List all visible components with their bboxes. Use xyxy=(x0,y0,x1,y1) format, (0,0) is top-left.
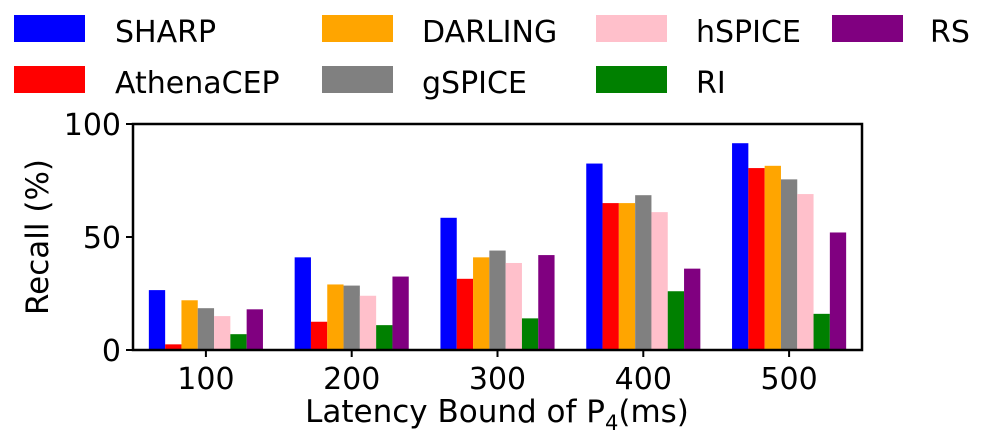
bar-sharp-300 xyxy=(440,217,457,350)
bar-rs-200 xyxy=(392,276,409,350)
x-axis-title-unit: (ms) xyxy=(618,394,689,430)
bar-athenacep-200 xyxy=(310,321,328,350)
bar-athenacep-100 xyxy=(165,344,182,350)
legend-swatch-darling xyxy=(322,15,393,42)
bar-gspice-400 xyxy=(635,195,652,350)
bar-hspice-500 xyxy=(797,194,814,350)
bar-hspice-400 xyxy=(651,212,668,350)
legend-swatch-hspice xyxy=(596,15,667,42)
x-axis-title-subscript: 4 xyxy=(605,411,618,430)
x-axis: 100 200 300 400 500 xyxy=(177,350,818,397)
legend-swatch-rs xyxy=(832,15,903,42)
x-tick-label: 400 xyxy=(615,362,672,397)
bar-hspice-300 xyxy=(505,262,522,350)
bar-rs-100 xyxy=(246,309,263,350)
bar-hspice-100 xyxy=(214,316,231,350)
bar-rs-400 xyxy=(684,268,701,350)
bar-ri-300 xyxy=(521,318,539,350)
x-axis-title-main: Latency Bound of P xyxy=(305,394,605,430)
legend-swatch-ri xyxy=(596,66,667,93)
legend-swatch-athenacep xyxy=(14,66,85,93)
legend-swatch-sharp xyxy=(14,15,85,42)
x-tick-label: 200 xyxy=(323,362,380,397)
bar-athenacep-500 xyxy=(748,168,765,350)
bar-darling-500 xyxy=(764,165,781,350)
bar-darling-100 xyxy=(181,300,198,350)
y-tick-label: 100 xyxy=(64,108,121,143)
x-tick-label: 300 xyxy=(469,362,526,397)
legend-label-darling: DARLING xyxy=(422,15,557,50)
plot-area xyxy=(148,143,847,350)
y-tick-label: 0 xyxy=(102,334,121,369)
bar-gspice-100 xyxy=(197,308,215,350)
bar-ri-400 xyxy=(667,291,685,350)
x-tick-label: 500 xyxy=(760,362,817,397)
bar-rs-300 xyxy=(538,255,555,350)
x-axis-title: Latency Bound of P4(ms) xyxy=(305,394,689,430)
bar-ri-200 xyxy=(376,325,393,350)
bar-rs-500 xyxy=(829,232,847,350)
bar-hspice-200 xyxy=(359,295,377,350)
bar-darling-400 xyxy=(618,203,636,350)
legend-label-rs: RS xyxy=(930,15,970,50)
bar-athenacep-300 xyxy=(456,278,474,350)
bar-gspice-300 xyxy=(489,250,506,350)
bar-gspice-200 xyxy=(343,285,360,350)
y-axis-title: Recall (%) xyxy=(20,159,56,315)
bar-darling-200 xyxy=(327,284,344,350)
bar-sharp-400 xyxy=(586,163,603,350)
bar-athenacep-400 xyxy=(602,203,619,350)
legend-label-sharp: SHARP xyxy=(115,15,216,50)
bar-ri-500 xyxy=(813,313,830,350)
bar-sharp-200 xyxy=(294,257,311,350)
y-axis: 0 50 100 xyxy=(64,108,133,369)
legend: SHARP AthenaCEP DARLING gSPICE hSPICE RI RS xyxy=(14,15,970,101)
bar-gspice-500 xyxy=(780,179,798,350)
bar-sharp-100 xyxy=(148,290,166,350)
legend-swatch-gspice xyxy=(322,66,393,93)
bar-sharp-500 xyxy=(732,143,749,350)
bar-ri-100 xyxy=(230,334,247,350)
legend-label-gspice: gSPICE xyxy=(422,66,527,101)
y-tick-label: 50 xyxy=(83,221,121,256)
legend-label-athenacep: AthenaCEP xyxy=(115,66,280,101)
x-tick-label: 100 xyxy=(177,362,234,397)
legend-label-hspice: hSPICE xyxy=(696,15,801,50)
bar-darling-300 xyxy=(473,257,490,350)
legend-label-ri: RI xyxy=(696,66,726,101)
